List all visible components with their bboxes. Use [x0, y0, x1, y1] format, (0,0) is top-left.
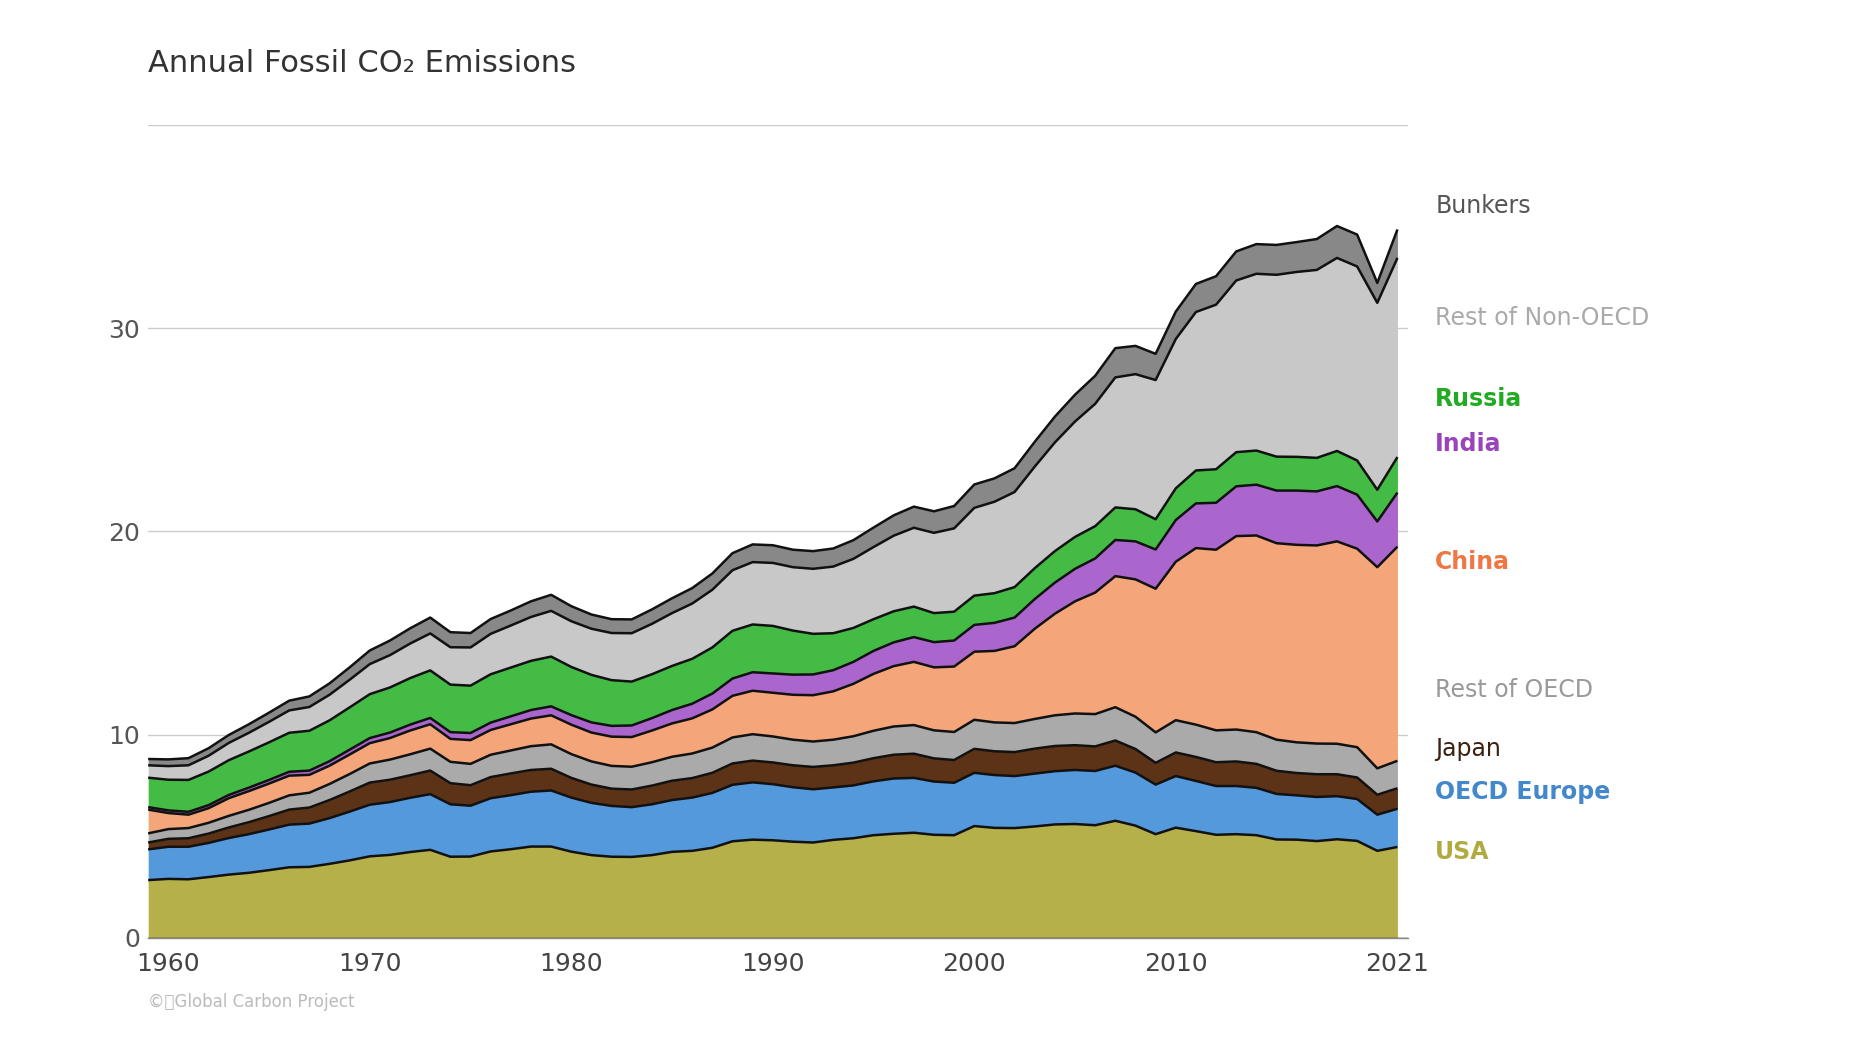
Text: Bunkers: Bunkers	[1435, 194, 1532, 219]
Text: Rest of OECD: Rest of OECD	[1435, 678, 1593, 702]
Text: USA: USA	[1435, 841, 1489, 865]
Text: OECD Europe: OECD Europe	[1435, 779, 1611, 803]
Text: Japan: Japan	[1435, 737, 1502, 761]
Text: China: China	[1435, 550, 1509, 574]
Text: India: India	[1435, 432, 1502, 456]
Text: Rest of Non-OECD: Rest of Non-OECD	[1435, 306, 1650, 330]
Text: Annual Fossil CO₂ Emissions: Annual Fossil CO₂ Emissions	[148, 49, 576, 78]
Text: Russia: Russia	[1435, 388, 1522, 412]
Text: ©ⓘGlobal Carbon Project: ©ⓘGlobal Carbon Project	[148, 993, 356, 1011]
